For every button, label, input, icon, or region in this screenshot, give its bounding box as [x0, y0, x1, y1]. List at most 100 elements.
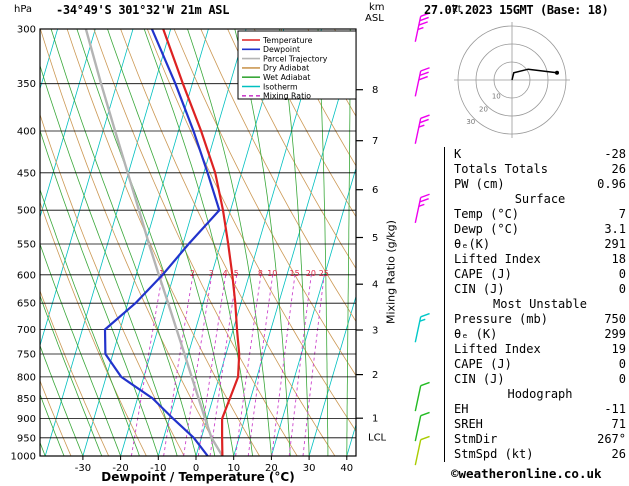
panel-row-label: θₑ(K)	[454, 237, 491, 251]
panel-row-label: Totals Totals	[454, 162, 548, 176]
panel-row-label: Lifted Index	[454, 252, 541, 266]
svg-text:-10: -10	[150, 463, 166, 474]
panel-row-value: 0	[618, 282, 626, 296]
panel-row-label: SREH	[454, 417, 483, 431]
panel-row-label: StmSpd (kt)	[454, 447, 534, 461]
panel-row: K -28	[454, 147, 626, 162]
panel-row-value: 0	[618, 372, 626, 386]
svg-text:2: 2	[372, 370, 378, 381]
panel-row-label: EH	[454, 402, 469, 416]
svg-text:2: 2	[190, 269, 195, 278]
plot-border	[39, 28, 357, 457]
site-name: weatheronline.co.uk	[458, 466, 602, 481]
panel-row-label: Dewp (°C)	[454, 222, 520, 236]
panel-row-value: 291	[604, 237, 626, 251]
svg-text:1: 1	[372, 414, 378, 425]
height-axis-asl-label: ASL	[365, 13, 384, 24]
svg-text:10: 10	[492, 93, 501, 101]
wind-barb	[414, 12, 430, 42]
panel-row-label: Pressure (mb)	[454, 312, 548, 326]
legend-label: Dry Adiabat	[263, 64, 309, 73]
svg-text:3: 3	[209, 269, 214, 278]
svg-text:450: 450	[17, 168, 36, 179]
svg-text:-30: -30	[75, 463, 91, 474]
svg-text:20: 20	[265, 463, 278, 474]
legend-label: Isotherm	[263, 82, 298, 91]
mixing-ratio-axis-label: Mixing Ratio (g/kg)	[384, 220, 398, 324]
legend-label: Mixing Ratio	[263, 92, 311, 101]
legend-label: Temperature	[262, 36, 313, 45]
temperature-axis-label: Dewpoint / Temperature (°C)	[101, 470, 295, 484]
copyright-footer: ©weatheronline.co.uk	[451, 466, 602, 481]
hodograph-ring	[493, 61, 531, 99]
wind-barb	[414, 312, 430, 343]
svg-text:650: 650	[17, 299, 36, 310]
wind-barb	[414, 435, 430, 466]
dewpoint-curve	[103, 29, 221, 456]
svg-text:20: 20	[479, 106, 488, 114]
km-axis: 1 2 3 4 5 6 7 8	[356, 85, 378, 425]
svg-text:300: 300	[17, 25, 36, 36]
svg-text:350: 350	[17, 79, 36, 90]
wind-barb	[414, 411, 430, 442]
svg-text:4: 4	[372, 280, 378, 291]
panel-row-label: K	[454, 147, 462, 161]
panel-row: CIN (J) 0	[454, 282, 626, 297]
wind-barb	[414, 67, 430, 97]
panel-row-value: 71	[611, 417, 626, 431]
wind-barb	[414, 381, 430, 412]
wind-barb	[414, 193, 430, 224]
indices-panel: K -28 Totals Totals 26 PW (cm) 0.96 Surface Tem…	[444, 147, 626, 462]
svg-text:15: 15	[290, 269, 300, 278]
svg-text:500: 500	[17, 206, 36, 217]
svg-text:6: 6	[372, 185, 378, 196]
svg-text:0: 0	[193, 463, 199, 474]
temperature-curve	[162, 29, 241, 456]
panel-row: SREH 71	[454, 417, 626, 432]
svg-text:40: 40	[340, 463, 353, 474]
panel-row: CAPE (J) 0	[454, 267, 626, 282]
svg-text:700: 700	[17, 325, 36, 336]
panel-row: Temp (°C) 7	[454, 207, 626, 222]
hodograph-ring-labels: 10 20 30	[466, 93, 500, 127]
hodograph-ring	[475, 43, 549, 117]
svg-text:7: 7	[372, 136, 378, 147]
panel-row: Pressure (mb) 750	[454, 312, 626, 327]
panel-row-value: -28	[604, 147, 626, 161]
panel-row-label: θₑ (K)	[454, 327, 498, 341]
legend-label: Dewpoint	[263, 45, 300, 54]
panel-row-value: 0.96	[597, 177, 626, 191]
copyright-symbol: ©	[451, 466, 459, 481]
svg-text:30: 30	[466, 118, 475, 126]
panel-section-header: Hodograph	[507, 387, 573, 401]
hodograph-plot: 10 20 30	[454, 22, 570, 138]
svg-text:3: 3	[372, 326, 378, 337]
svg-text:800: 800	[17, 372, 36, 383]
svg-text:5: 5	[234, 269, 239, 278]
panel-row-value: 267°	[597, 432, 626, 446]
panel-row-value: 3.1	[604, 222, 626, 236]
panel-row-label: CAPE (J)	[454, 357, 512, 371]
panel-row: StmDir 267°	[454, 432, 626, 447]
panel-row-value: 299	[604, 327, 626, 341]
svg-text:10: 10	[267, 269, 277, 278]
panel-row-value: 18	[611, 252, 626, 266]
panel-row-value: 26	[611, 162, 626, 176]
svg-text:1000: 1000	[11, 452, 36, 463]
panel-row-label: PW (cm)	[454, 177, 505, 191]
svg-text:8: 8	[372, 85, 378, 96]
panel-row: PW (cm) 0.96	[454, 177, 626, 192]
legend-box	[237, 30, 357, 100]
hodograph-trace-end	[555, 70, 559, 75]
panel-row: StmSpd (kt) 26	[454, 447, 626, 462]
panel-row-value: -11	[604, 402, 626, 416]
svg-text:550: 550	[17, 240, 36, 251]
panel-row: θₑ(K) 291	[454, 237, 626, 252]
panel-row: θₑ (K) 299	[454, 327, 626, 342]
panel-row-value: 750	[604, 312, 626, 326]
pressure-tick-labels: 300 350 400 450 500 550 600 650 700 750 800 850 900 9…	[11, 25, 36, 463]
datetime-title: 27.07.2023 15GMT (Base: 18)	[424, 3, 609, 17]
panel-row-value: 7	[618, 207, 626, 221]
panel-row-label: CIN (J)	[454, 372, 505, 386]
